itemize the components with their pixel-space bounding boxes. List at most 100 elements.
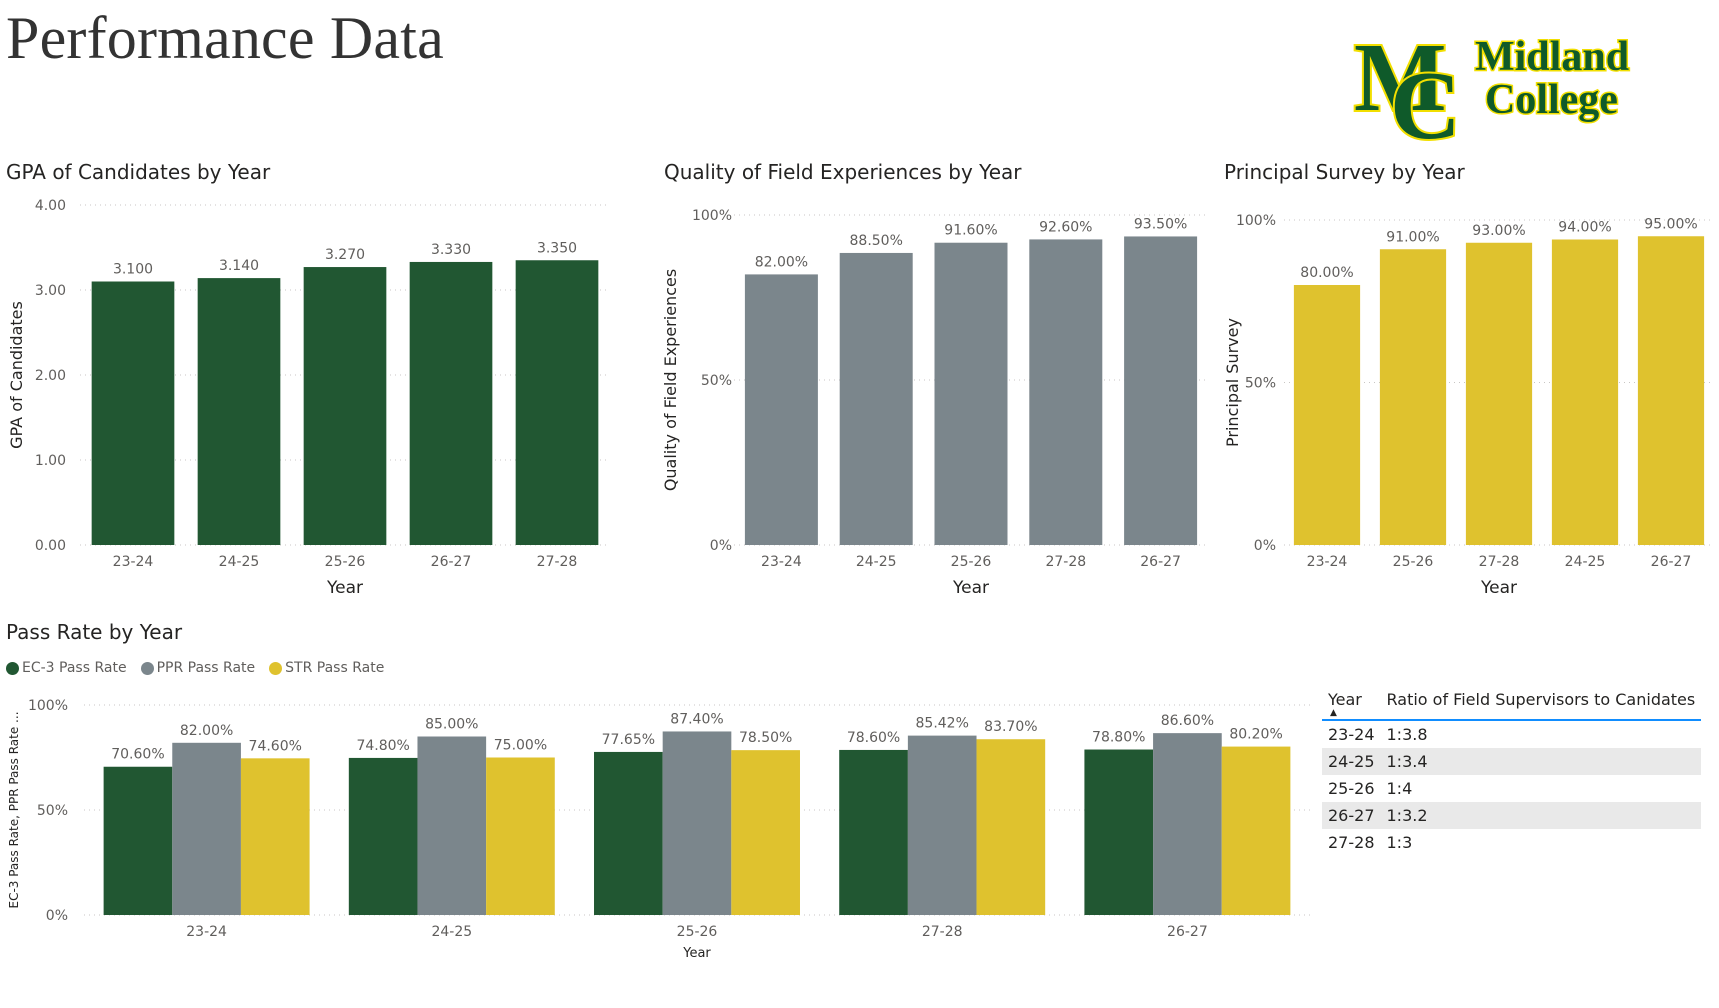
data-label: 88.50% xyxy=(850,233,903,249)
bar xyxy=(515,260,599,545)
bar xyxy=(1084,749,1154,915)
data-label: 75.00% xyxy=(494,738,547,754)
x-tick-label: 27-28 xyxy=(1045,554,1086,570)
y-axis-label: GPA of Candidates xyxy=(7,301,26,449)
year-cell: 24-25 xyxy=(1322,748,1381,775)
bar xyxy=(744,274,818,545)
y-axis-label: Principal Survey xyxy=(1223,318,1242,447)
bar xyxy=(1465,242,1533,545)
bar xyxy=(1637,236,1705,545)
x-tick-label: 27-28 xyxy=(537,554,578,570)
x-tick-label: 25-26 xyxy=(951,554,992,570)
sort-ascending-icon: ▲ xyxy=(1330,708,1337,718)
data-label: 3.140 xyxy=(219,258,259,274)
bar xyxy=(409,261,493,545)
y-tick-label: 0% xyxy=(46,908,68,924)
table-row[interactable]: 23-24 1:3.8 xyxy=(1322,720,1701,748)
pass-rate-legend: EC-3 Pass Rate PPR Pass Rate STR Pass Ra… xyxy=(6,660,384,676)
page-title: Performance Data xyxy=(6,5,444,71)
bar xyxy=(1221,746,1291,915)
svg-text:Midland: Midland xyxy=(1475,34,1629,80)
y-tick-label: 4.00 xyxy=(35,198,66,214)
svg-text:College: College xyxy=(1485,77,1618,123)
x-tick-label: 24-25 xyxy=(1565,554,1606,570)
year-cell: 23-24 xyxy=(1328,725,1375,744)
svg-text:C: C xyxy=(1390,52,1461,148)
legend-dot-icon xyxy=(6,661,19,675)
year-cell: 27-28 xyxy=(1328,833,1375,852)
x-tick-label: 23-24 xyxy=(113,554,154,570)
legend-item-ppr[interactable]: PPR Pass Rate xyxy=(140,660,255,676)
data-label: 70.60% xyxy=(111,747,164,763)
legend-dot-icon xyxy=(140,661,154,675)
x-tick-label: 25-26 xyxy=(1393,554,1434,570)
data-label: 3.330 xyxy=(431,242,471,258)
data-label: 78.60% xyxy=(847,730,900,746)
data-label: 82.00% xyxy=(755,254,808,270)
y-tick-label: 3.00 xyxy=(35,283,66,299)
ratio-cell: 1:3.2 xyxy=(1380,802,1702,829)
table-row[interactable]: 27-28 1:3 xyxy=(1322,829,1701,856)
column-header-year[interactable]: Year ▲ xyxy=(1322,686,1381,721)
data-label: 80.20% xyxy=(1229,727,1282,743)
y-tick-label: 50% xyxy=(701,373,732,389)
x-tick-label: 23-24 xyxy=(1307,554,1348,570)
midland-college-logo: M C Midland College xyxy=(1352,22,1631,148)
data-label: 74.80% xyxy=(356,738,409,754)
x-tick-label: 27-28 xyxy=(922,924,963,940)
ratio-cell: 1:3.8 xyxy=(1386,725,1428,744)
bar xyxy=(1153,733,1222,915)
bar xyxy=(1551,239,1619,545)
legend-item-str[interactable]: STR Pass Rate xyxy=(269,660,384,676)
y-tick-label: 100% xyxy=(1236,213,1276,229)
gpa-chart-title: GPA of Candidates by Year xyxy=(6,160,271,184)
data-label: 3.350 xyxy=(537,240,577,256)
x-tick-label: 25-26 xyxy=(677,924,718,940)
x-tick-label: 24-25 xyxy=(856,554,897,570)
data-label: 93.50% xyxy=(1134,216,1187,232)
data-label: 78.80% xyxy=(1092,730,1145,746)
bar xyxy=(417,736,487,915)
y-tick-label: 100% xyxy=(692,208,732,224)
x-axis-label: Year xyxy=(326,578,363,598)
ratio-cell: 1:3.4 xyxy=(1380,748,1702,775)
table-row[interactable]: 24-25 1:3.4 xyxy=(1322,748,1702,775)
bar xyxy=(839,749,908,915)
bar xyxy=(303,267,387,545)
bar xyxy=(1029,239,1103,546)
y-tick-label: 0% xyxy=(1254,538,1276,554)
year-cell: 26-27 xyxy=(1322,802,1381,829)
column-header-ratio[interactable]: Ratio of Field Supervisors to Canidates xyxy=(1380,686,1702,721)
x-tick-label: 26-27 xyxy=(1651,554,1692,570)
ratio-table: Year ▲ Ratio of Field Supervisors to Can… xyxy=(1322,686,1702,856)
legend-dot-icon xyxy=(269,661,283,675)
bar xyxy=(348,757,418,915)
legend-item-ec3[interactable]: EC-3 Pass Rate xyxy=(6,660,127,676)
bar xyxy=(197,278,281,545)
bar xyxy=(486,757,555,915)
svg-text:M: M xyxy=(1354,24,1447,132)
table-row[interactable]: 26-27 1:3.2 xyxy=(1322,802,1702,829)
bar xyxy=(1124,236,1198,545)
x-axis-label: Year xyxy=(1480,578,1517,598)
data-label: 77.65% xyxy=(602,732,655,748)
field-chart-title: Quality of Field Experiences by Year xyxy=(664,160,1022,184)
bar xyxy=(240,758,310,915)
data-label: 93.00% xyxy=(1472,223,1525,239)
data-label: 86.60% xyxy=(1161,713,1214,729)
legend-label: STR Pass Rate xyxy=(285,660,385,676)
principal-survey-chart: 0% 50% 100% 80.00% 23-24 91.00% 25-26 93.00% 27-… xyxy=(1223,213,1714,598)
bar xyxy=(662,731,732,915)
y-tick-label: 0% xyxy=(710,538,732,554)
x-tick-label: 27-28 xyxy=(1479,554,1520,570)
field-experience-chart: 0% 50% 100% 82.00% 23-24 88.50% 24-25 91.60% 25-… xyxy=(661,208,1208,598)
bar xyxy=(103,766,173,915)
data-label: 95.00% xyxy=(1644,216,1697,232)
x-tick-label: 23-24 xyxy=(186,924,227,940)
table-row[interactable]: 25-26 1:4 xyxy=(1322,775,1701,802)
x-tick-label: 25-26 xyxy=(325,554,366,570)
x-tick-label: 26-27 xyxy=(431,554,472,570)
data-label: 85.00% xyxy=(425,717,478,733)
x-tick-label: 24-25 xyxy=(431,924,472,940)
pass-chart-title: Pass Rate by Year xyxy=(6,620,183,644)
